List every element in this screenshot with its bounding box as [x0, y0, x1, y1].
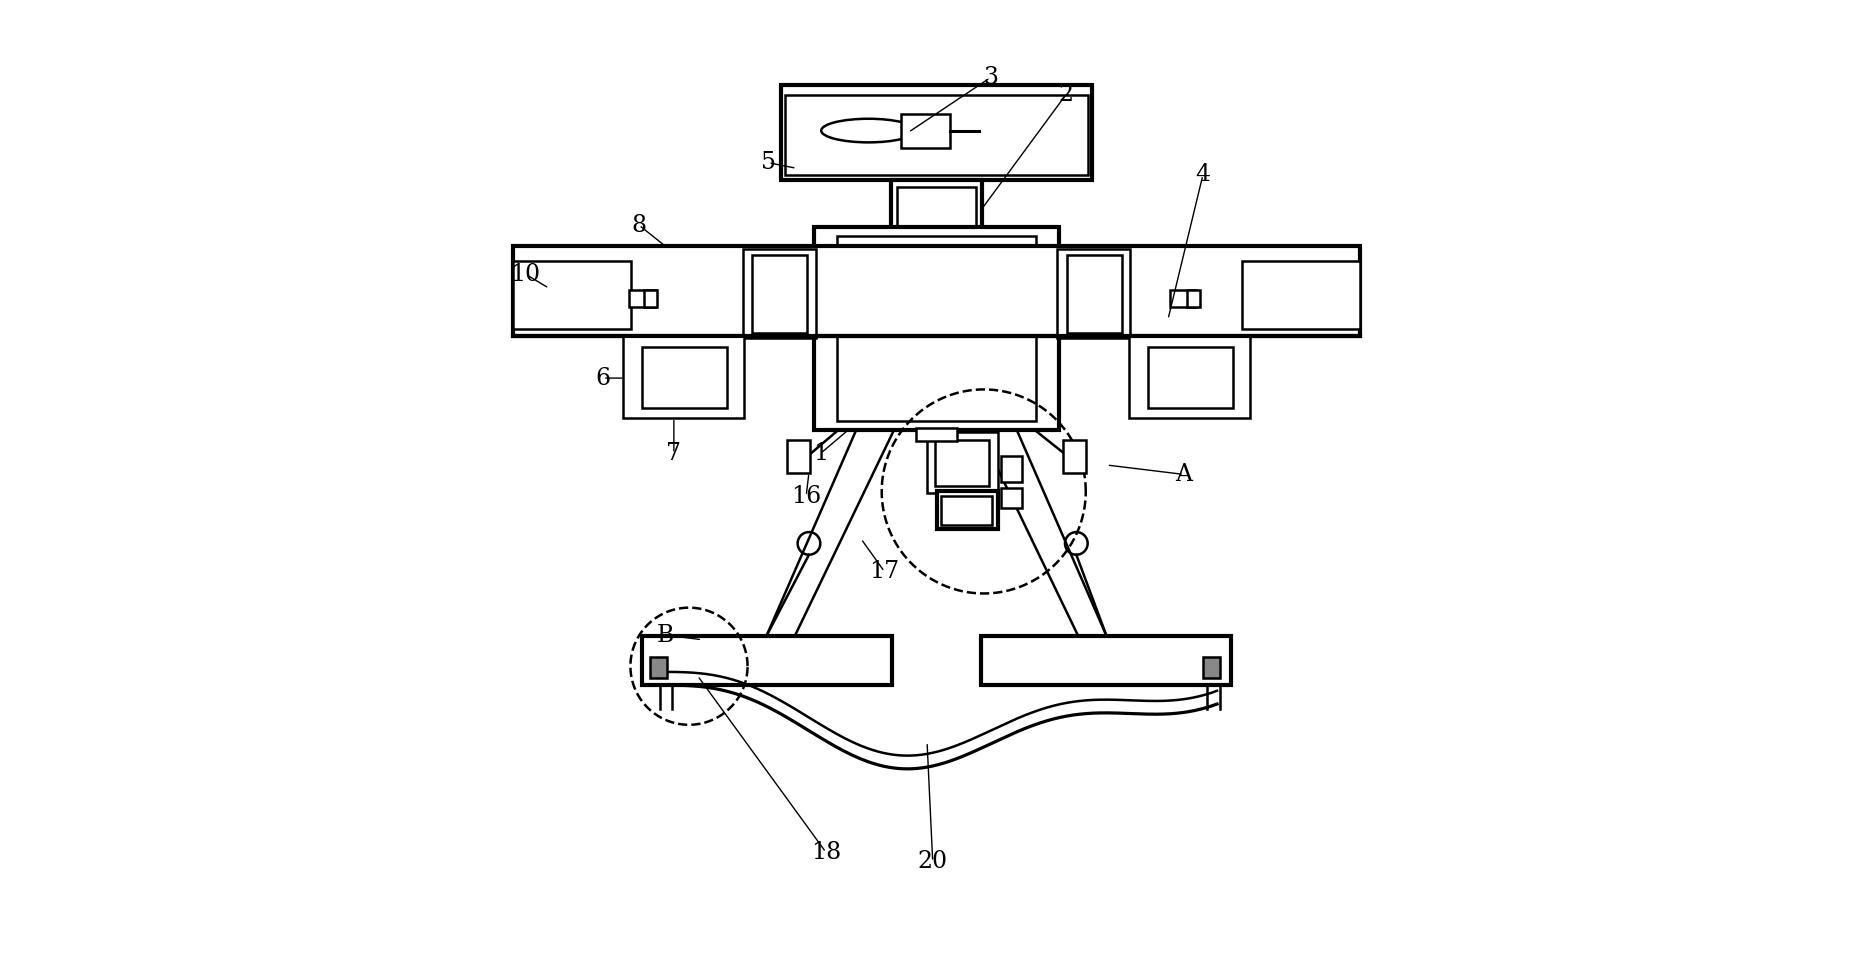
Text: A: A: [1176, 463, 1193, 486]
Bar: [1242, 261, 1360, 329]
Bar: [1064, 441, 1086, 472]
Bar: [936, 492, 998, 529]
Text: 1: 1: [813, 442, 828, 466]
Text: 4: 4: [1195, 164, 1210, 186]
Bar: [1000, 488, 1021, 508]
Bar: [629, 290, 656, 308]
Text: 8: 8: [631, 214, 646, 236]
Bar: [927, 432, 998, 494]
Text: 20: 20: [918, 850, 948, 873]
Bar: [892, 179, 981, 279]
Bar: [624, 335, 744, 417]
Bar: [744, 249, 815, 338]
Text: 6: 6: [596, 366, 611, 389]
Bar: [513, 246, 1360, 335]
Bar: [1129, 335, 1249, 417]
Bar: [1148, 347, 1232, 409]
Bar: [901, 114, 950, 147]
Bar: [1068, 255, 1122, 333]
Bar: [513, 261, 631, 329]
Bar: [642, 347, 727, 409]
Bar: [781, 85, 1092, 179]
Bar: [644, 290, 657, 308]
Bar: [1187, 290, 1201, 308]
Bar: [942, 496, 993, 524]
Text: 7: 7: [667, 442, 682, 466]
Bar: [837, 236, 1036, 420]
Bar: [1171, 290, 1197, 308]
Text: 10: 10: [511, 262, 541, 285]
Bar: [785, 94, 1088, 175]
Bar: [813, 227, 1060, 430]
Bar: [935, 441, 989, 486]
Text: 3: 3: [983, 67, 998, 89]
Bar: [753, 255, 807, 333]
Text: 16: 16: [790, 485, 820, 508]
Bar: [787, 441, 809, 472]
Text: B: B: [657, 624, 674, 647]
Text: 18: 18: [811, 841, 841, 864]
Bar: [650, 656, 667, 678]
Text: 2: 2: [1058, 83, 1073, 106]
Text: 17: 17: [869, 560, 899, 583]
Bar: [897, 187, 976, 272]
Ellipse shape: [820, 119, 916, 143]
Bar: [1202, 656, 1219, 678]
Bar: [1000, 456, 1021, 482]
Bar: [916, 428, 957, 442]
Bar: [981, 636, 1231, 685]
Bar: [1058, 249, 1129, 338]
Text: 5: 5: [760, 151, 775, 174]
Bar: [642, 636, 892, 685]
